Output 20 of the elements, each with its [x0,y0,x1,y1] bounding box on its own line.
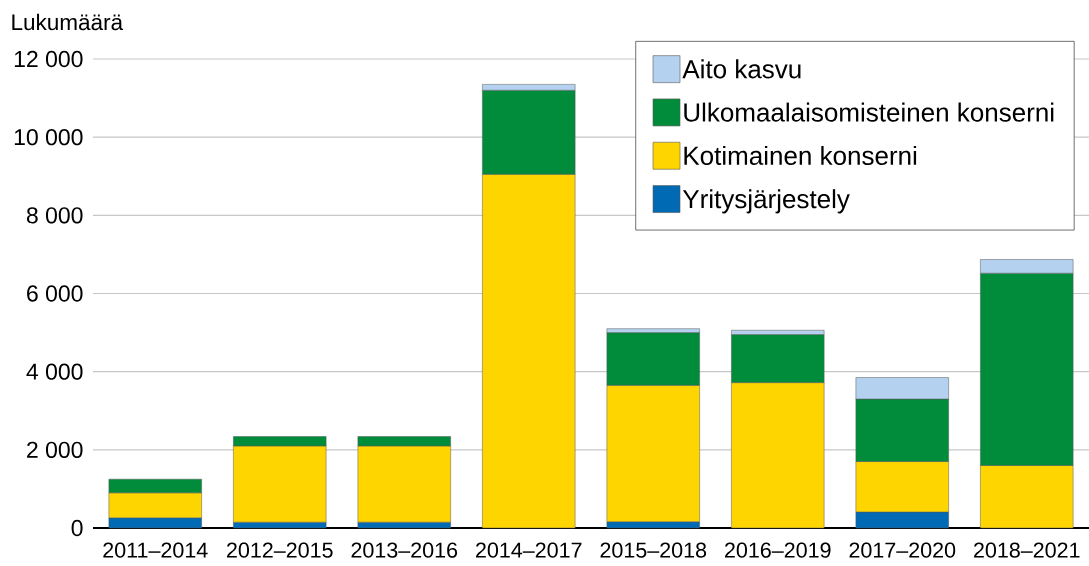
x-tick-label: 2014–2017 [476,542,582,558]
x-tick-label: 2018–2021 [974,542,1080,558]
x-tick-label: 2017–2020 [849,542,956,558]
x-tick-label: 2016–2019 [725,542,831,558]
x-tick-label: 2012–2015 [227,542,333,558]
y-tick-label: 8 000 [26,207,83,224]
y-tick-label: 4 000 [26,363,83,380]
x-tick-label: 2011–2014 [103,542,208,558]
y-tick-label: 6 000 [27,285,83,302]
y-tick-label: 12 000 [14,50,83,68]
y-axis-title: Lukumäärä [12,13,124,31]
x-tick-label: 2013–2016 [351,542,458,558]
legend-label: Ulkomaalaisomisteinen konserni [684,102,1054,122]
y-tick-label: 0 [71,519,83,537]
legend-label: Yritysjärjestely [682,189,850,214]
legend-label: Kotimainen konserni [684,145,917,165]
y-tick-label: 10 000 [14,129,83,146]
legend-label: Aito kasvu [682,59,801,79]
x-tick-label: 2015–2018 [600,542,707,558]
y-tick-label: 2 000 [27,441,83,458]
